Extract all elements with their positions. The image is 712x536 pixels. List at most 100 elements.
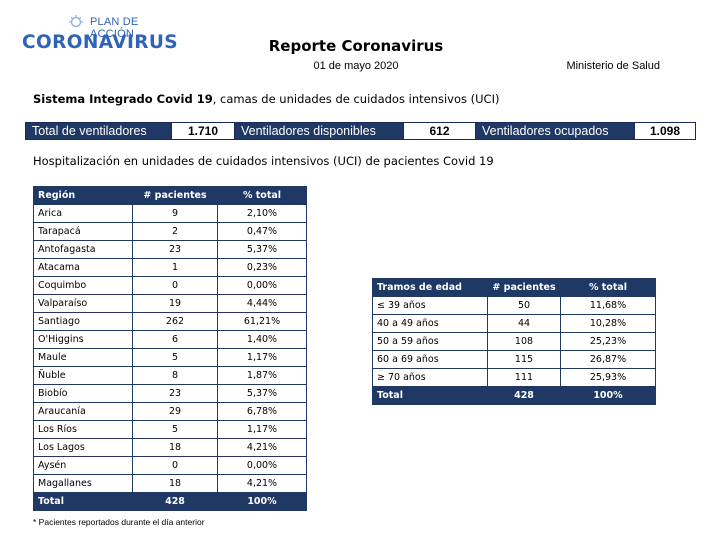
patients-cell: 428 — [132, 492, 218, 511]
percent-cell: 11,68% — [560, 296, 656, 315]
percent-cell: 0,23% — [217, 258, 307, 277]
report-title: Reporte Coronavirus — [268, 37, 444, 55]
row-label-cell: Biobío — [33, 384, 133, 403]
table-row: Magallanes 18 4,21% — [33, 474, 307, 493]
patients-cell: 50 — [487, 296, 561, 315]
patients-cell: 5 — [132, 348, 218, 367]
total-ventilators-value: 1.710 — [171, 123, 235, 139]
row-label-cell: Arica — [33, 204, 133, 223]
table-row: Tarapacá 2 0,47% — [33, 222, 307, 241]
patients-cell: 6 — [132, 330, 218, 349]
patients-cell: 2 — [132, 222, 218, 241]
patients-cell: 23 — [132, 384, 218, 403]
row-label-cell: Santiago — [33, 312, 133, 331]
percent-cell: 61,21% — [217, 312, 307, 331]
table-row: 40 a 49 años 44 10,28% — [372, 314, 656, 333]
patients-cell: 18 — [132, 474, 218, 493]
table-row: Araucanía 29 6,78% — [33, 402, 307, 421]
system-heading-rest: , camas de unidades de cuidados intensiv… — [212, 92, 500, 106]
patients-cell: 23 — [132, 240, 218, 259]
column-header: % total — [560, 278, 656, 297]
table-row: ≥ 70 años 111 25,93% — [372, 368, 656, 387]
row-label-cell: Maule — [33, 348, 133, 367]
system-heading-bold: Sistema Integrado Covid 19 — [33, 92, 213, 106]
patients-cell: 44 — [487, 314, 561, 333]
percent-cell: 0,00% — [217, 456, 307, 475]
percent-cell: 1,87% — [217, 366, 307, 385]
row-label-cell: 40 a 49 años — [372, 314, 488, 333]
total-ventilators-label: Total de ventiladores — [26, 123, 171, 139]
ventilators-bar: Total de ventiladores 1.710 Ventiladores… — [25, 122, 696, 140]
table-row: Antofagasta 23 5,37% — [33, 240, 307, 259]
row-label-cell: Tarapacá — [33, 222, 133, 241]
column-header: # pacientes — [487, 278, 561, 297]
row-label-cell: O'Higgins — [33, 330, 133, 349]
table-row: 50 a 59 años 108 25,23% — [372, 332, 656, 351]
table-row: Aysén 0 0,00% — [33, 456, 307, 475]
table-row: Arica 9 2,10% — [33, 204, 307, 223]
footnote: * Pacientes reportados durante el día an… — [33, 517, 205, 527]
table-row: Santiago 262 61,21% — [33, 312, 307, 331]
row-label-cell: Los Lagos — [33, 438, 133, 457]
percent-cell: 1,40% — [217, 330, 307, 349]
percent-cell: 10,28% — [560, 314, 656, 333]
report-date: 01 de mayo 2020 — [313, 60, 399, 72]
percent-cell: 4,21% — [217, 438, 307, 457]
column-header: # pacientes — [132, 186, 218, 205]
percent-cell: 1,17% — [217, 420, 307, 439]
region-table: Región # pacientes % total Arica 9 2,10% Ta… — [33, 186, 307, 511]
row-label-cell: 60 a 69 años — [372, 350, 488, 369]
table-row: Los Ríos 5 1,17% — [33, 420, 307, 439]
row-label-cell: Los Ríos — [33, 420, 133, 439]
percent-cell: 4,44% — [217, 294, 307, 313]
row-label-cell: Total — [33, 492, 133, 511]
row-label-cell: Total — [372, 386, 488, 405]
row-label-cell: Antofagasta — [33, 240, 133, 259]
patients-cell: 115 — [487, 350, 561, 369]
patients-cell: 0 — [132, 276, 218, 295]
patients-cell: 111 — [487, 368, 561, 387]
table-row: ≤ 39 años 50 11,68% — [372, 296, 656, 315]
logo-plan-text: PLAN DE ACCIÓN — [90, 16, 139, 40]
patients-cell: 5 — [132, 420, 218, 439]
patients-cell: 1 — [132, 258, 218, 277]
available-ventilators-label: Ventiladores disponibles — [235, 123, 403, 139]
percent-cell: 4,21% — [217, 474, 307, 493]
percent-cell: 100% — [560, 386, 656, 405]
patients-cell: 108 — [487, 332, 561, 351]
patients-cell: 262 — [132, 312, 218, 331]
patients-cell: 9 — [132, 204, 218, 223]
available-ventilators-value: 612 — [403, 123, 476, 139]
row-label-cell: Valparaíso — [33, 294, 133, 313]
column-header: % total — [217, 186, 307, 205]
patients-cell: 428 — [487, 386, 561, 405]
table-row: Maule 5 1,17% — [33, 348, 307, 367]
coronavirus-logo: PLAN DE ACCIÓN CORONAVIRUS — [22, 14, 178, 58]
table-row: Ñuble 8 1,87% — [33, 366, 307, 385]
occupied-ventilators-value: 1.098 — [634, 123, 695, 139]
column-header: Región — [33, 186, 133, 205]
percent-cell: 100% — [217, 492, 307, 511]
row-label-cell: 50 a 59 años — [372, 332, 488, 351]
row-label-cell: Ñuble — [33, 366, 133, 385]
table-total-row: Total 428 100% — [33, 492, 307, 511]
ministry-label: Ministerio de Salud — [566, 60, 660, 72]
percent-cell: 2,10% — [217, 204, 307, 223]
table-header-row: Región # pacientes % total — [33, 186, 307, 205]
patients-cell: 8 — [132, 366, 218, 385]
percent-cell: 1,17% — [217, 348, 307, 367]
percent-cell: 25,93% — [560, 368, 656, 387]
percent-cell: 6,78% — [217, 402, 307, 421]
table-row: Biobío 23 5,37% — [33, 384, 307, 403]
row-label-cell: Araucanía — [33, 402, 133, 421]
table-row: Atacama 1 0,23% — [33, 258, 307, 277]
row-label-cell: Atacama — [33, 258, 133, 277]
patients-cell: 0 — [132, 456, 218, 475]
system-heading: Sistema Integrado Covid 19, camas de uni… — [33, 92, 499, 106]
virus-icon — [69, 15, 83, 28]
percent-cell: 5,37% — [217, 240, 307, 259]
logo-main-text: CORONAVIRUS — [22, 32, 179, 53]
percent-cell: 0,47% — [217, 222, 307, 241]
age-range-table: Tramos de edad # pacientes % total ≤ 39 … — [372, 278, 656, 405]
percent-cell: 5,37% — [217, 384, 307, 403]
